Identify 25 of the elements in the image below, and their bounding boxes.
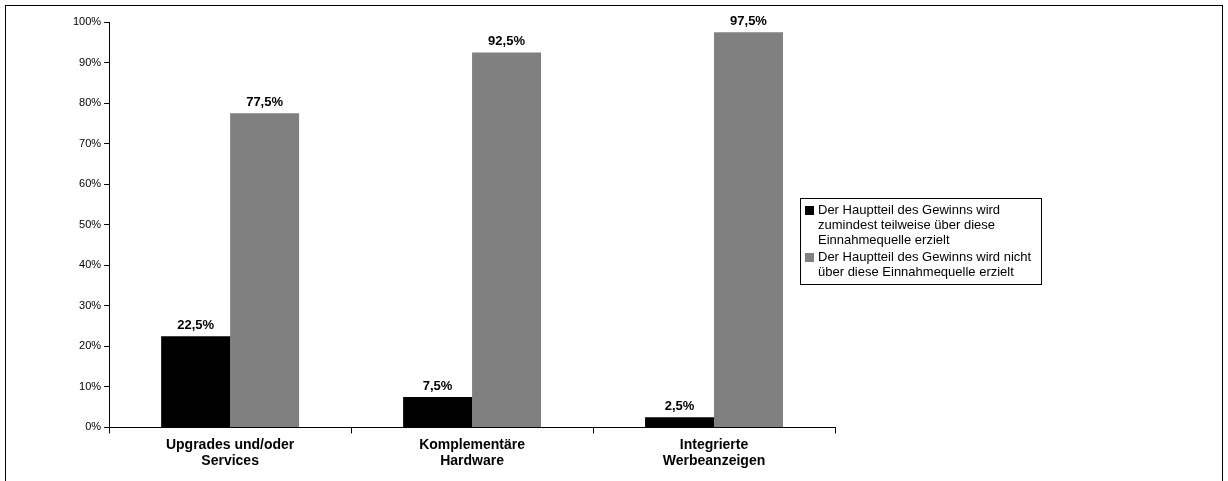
data-label: 77,5% (246, 94, 284, 110)
bar (230, 113, 300, 427)
data-label: 7,5% (422, 378, 453, 394)
x-tick-label: Komplementäre Hardware (419, 435, 526, 469)
y-tick-label: 30% (79, 298, 102, 311)
y-tick-label: 20% (79, 339, 102, 352)
y-tick-label: 90% (79, 55, 102, 68)
bar (714, 32, 783, 427)
y-tick-label: 100% (72, 15, 102, 28)
bar (472, 52, 542, 427)
x-tick-label: Upgrades und/oder Services (165, 435, 295, 469)
y-tick-label: 0% (85, 420, 102, 433)
y-tick-label: 80% (79, 96, 102, 109)
y-tick-label: 10% (79, 379, 102, 392)
x-tick-label: Integrierte Werbeanzeigen (662, 435, 766, 469)
data-label: 92,5% (488, 33, 526, 49)
y-tick-label: 40% (79, 258, 102, 271)
y-tick-label: 50% (79, 217, 102, 230)
y-tick-label: 70% (79, 136, 102, 149)
data-label: 22,5% (177, 317, 215, 333)
legend-label: Der Hauptteil des Gewinns wird zumindest teilweise über diese Einnahmequelle erzielt (818, 202, 1002, 247)
legend-label: Der Hauptteil des Gewinns wird nicht über diese Einnahmequelle erzielt (818, 249, 1033, 279)
y-tick-label: 60% (79, 177, 102, 190)
data-label: 2,5% (664, 398, 695, 414)
data-label: 97,5% (730, 13, 768, 29)
